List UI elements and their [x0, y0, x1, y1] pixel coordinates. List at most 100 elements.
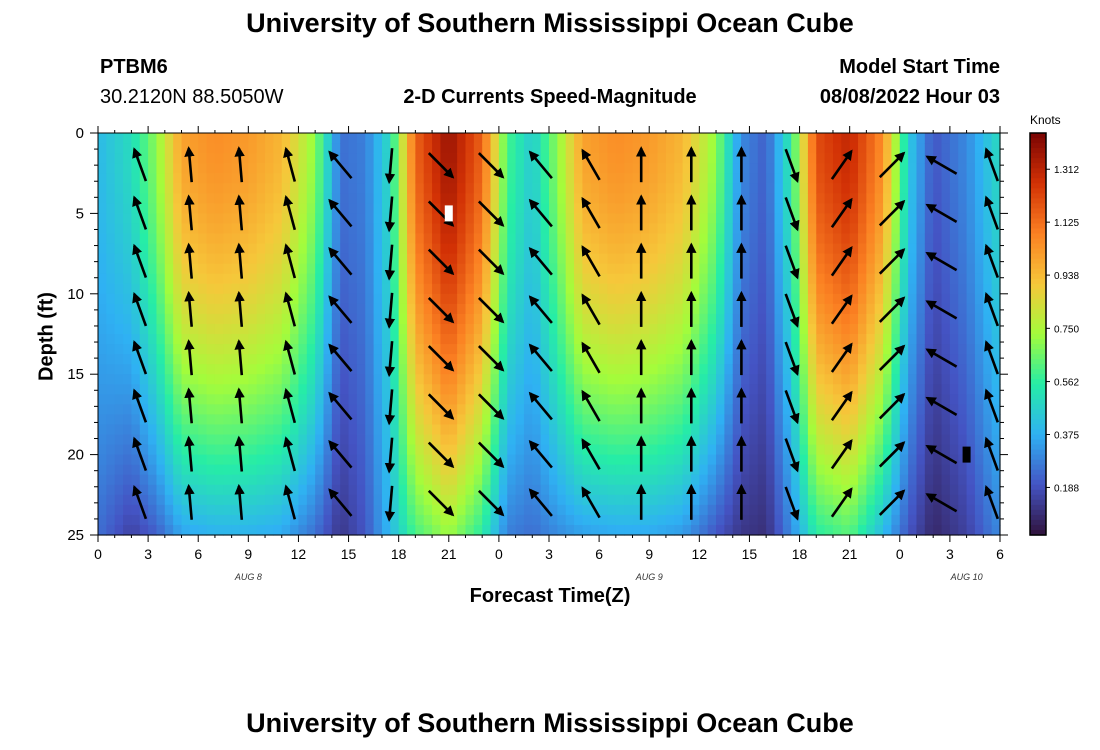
heatmap-cell	[189, 203, 199, 214]
heatmap-cell	[757, 434, 767, 446]
heatmap-cell	[123, 394, 133, 405]
heatmap-cell	[657, 133, 667, 144]
heatmap-cell	[774, 233, 784, 245]
heatmap-cell	[799, 354, 809, 365]
heatmap-cell	[256, 504, 266, 516]
heatmap-cell	[966, 434, 976, 446]
heatmap-cell	[106, 384, 116, 395]
heatmap-cell	[290, 253, 300, 265]
x-tick-label: 18	[792, 546, 808, 562]
heatmap-cell	[507, 293, 517, 305]
heatmap-cell	[916, 233, 926, 245]
heatmap-cell	[189, 454, 199, 466]
heatmap-cell	[223, 414, 233, 426]
heatmap-cell	[381, 404, 391, 415]
heatmap-cell	[707, 133, 717, 144]
heatmap-cell	[716, 454, 725, 466]
heatmap-cell	[265, 504, 274, 516]
heatmap-cell	[490, 374, 500, 385]
heatmap-cell	[732, 514, 742, 526]
heatmap-cell	[123, 514, 133, 526]
heatmap-cell	[281, 283, 291, 295]
heatmap-cell	[933, 404, 943, 415]
heatmap-cell	[690, 323, 700, 335]
heatmap-cell	[98, 364, 107, 375]
heatmap-cell	[523, 183, 533, 194]
heatmap-cell	[181, 464, 191, 476]
current-arrow	[581, 341, 601, 374]
heatmap-cell	[599, 183, 609, 194]
heatmap-cell	[741, 133, 751, 144]
colorbar-segment	[1030, 439, 1046, 446]
heatmap-cell	[749, 243, 759, 255]
heatmap-cell	[448, 273, 458, 285]
heatmap-cell	[373, 394, 383, 405]
heatmap-cell	[123, 494, 133, 506]
heatmap-cell	[674, 414, 684, 426]
heatmap-cell	[674, 293, 684, 305]
heatmap-cell	[966, 243, 976, 255]
heatmap-cell	[407, 223, 416, 235]
heatmap-cell	[891, 223, 901, 235]
heatmap-cell	[423, 193, 433, 204]
heatmap-cell	[832, 173, 842, 184]
heatmap-cell	[315, 344, 325, 355]
heatmap-cell	[482, 384, 492, 395]
heatmap-cell	[139, 303, 149, 315]
heatmap-cell	[482, 514, 492, 526]
heatmap-cell	[690, 153, 700, 164]
heatmap-cell	[214, 504, 224, 516]
heatmap-cell	[457, 163, 467, 174]
heatmap-cell	[440, 444, 450, 456]
heatmap-cell	[148, 243, 158, 255]
heatmap-cell	[356, 273, 366, 285]
heatmap-cell	[624, 313, 634, 325]
colorbar-segment	[1030, 529, 1046, 536]
heatmap-cell	[298, 384, 308, 395]
heatmap-cell	[290, 444, 300, 456]
heatmap-cell	[131, 163, 141, 174]
heatmap-cell	[498, 133, 508, 144]
heatmap-cell	[690, 253, 700, 265]
heatmap-cell	[674, 384, 684, 395]
heatmap-cell	[356, 444, 366, 456]
heatmap-cell	[924, 133, 934, 144]
heatmap-cell	[958, 203, 968, 214]
heatmap-cell	[173, 253, 183, 265]
heatmap-cell	[649, 323, 659, 335]
current-arrow	[830, 197, 853, 229]
colorbar-segment	[1030, 138, 1046, 144]
heatmap-cell	[883, 354, 893, 365]
heatmap-cell	[933, 484, 943, 496]
heatmap-cell	[958, 263, 968, 275]
heatmap-cell	[816, 524, 826, 536]
heatmap-cell	[173, 494, 183, 506]
heatmap-cell	[482, 223, 492, 235]
heatmap-cell	[407, 243, 416, 255]
heatmap-cell	[866, 213, 876, 225]
heatmap-cell	[640, 173, 650, 184]
heatmap-cell	[265, 524, 274, 536]
heatmap-cell	[807, 153, 817, 164]
heatmap-cell	[590, 484, 600, 496]
heatmap-cell	[106, 394, 116, 405]
heatmap-cell	[139, 374, 149, 385]
heatmap-cell	[348, 504, 358, 516]
heatmap-cell	[674, 444, 684, 456]
heatmap-cell	[916, 293, 926, 305]
heatmap-cell	[365, 504, 375, 516]
heatmap-cell	[983, 454, 993, 466]
heatmap-cell	[866, 414, 876, 426]
heatmap-cell	[432, 394, 442, 405]
heatmap-cell	[223, 334, 233, 345]
heatmap-cell	[690, 524, 700, 536]
heatmap-cell	[874, 133, 884, 144]
heatmap-cell	[273, 394, 283, 405]
heatmap-cell	[231, 414, 241, 426]
heatmap-cell	[582, 163, 592, 174]
heatmap-cell	[189, 173, 199, 184]
heatmap-cell	[490, 253, 500, 265]
heatmap-cell	[974, 404, 984, 415]
heatmap-cell	[532, 514, 542, 526]
heatmap-cell	[807, 344, 817, 355]
